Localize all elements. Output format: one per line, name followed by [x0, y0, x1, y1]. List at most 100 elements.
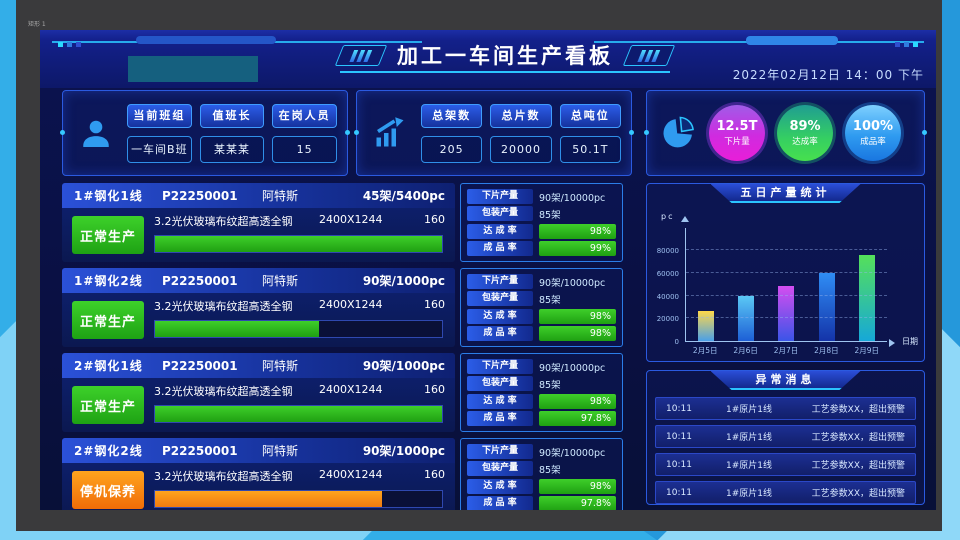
order-number: P22250001 [162, 443, 238, 458]
chart-y-axis-label: pc [661, 212, 675, 221]
page-title: 加工一车间生产看板 [397, 44, 613, 68]
order-number: P22250001 [162, 273, 238, 288]
product-size: 2400X1244 [319, 298, 383, 311]
totals-col-pieces: 总片数 20000 [490, 103, 552, 163]
stat-value: 85架 [539, 209, 561, 221]
progress-track [154, 490, 443, 508]
line-card-header: 2#钢化1线 P22250001 阿特斯 90架/1000pc [62, 353, 455, 378]
stat-value: 85架 [539, 294, 561, 306]
staff-header: 在岗人员 [272, 103, 338, 128]
stat-label: 达 成 率 [467, 308, 533, 324]
chart-ytick-label: 0 [674, 338, 679, 346]
alert-time: 10:11 [666, 431, 692, 442]
line-card-header: 1#钢化2线 P22250001 阿特斯 90架/1000pc [62, 268, 455, 293]
alert-time: 10:11 [666, 487, 692, 498]
team-value: 一车间B班 [127, 135, 192, 163]
pieces-value: 20000 [490, 135, 552, 163]
stat-label: 包装产量 [467, 376, 533, 392]
product-name: 3.2光伏玻璃布纹超高透全钢 [154, 300, 293, 313]
status-badge: 正常生产 [72, 301, 144, 339]
progress-track [154, 235, 443, 253]
order-number: P22250001 [162, 188, 238, 203]
alert-row: 10:11 1#原片1线 工艺参数XX，超出预警 [655, 425, 916, 448]
trend-up-icon [367, 115, 413, 151]
line-card-body: 停机保养 3.2光伏玻璃布纹超高透全钢 2400X1244 160 [62, 463, 455, 510]
chart-x-tick-label: 2月7日 [773, 346, 799, 355]
plan-quantity: 90架/1000pc [362, 274, 445, 288]
tonnage-value: 50.1T [559, 135, 621, 163]
line-card-header: 1#钢化1线 P22250001 阿特斯 45架/5400pc [62, 183, 455, 208]
slash-stripes-icon [334, 44, 388, 66]
line-card-3: 2#钢化1线 P22250001 阿特斯 90架/1000pc 正常生产 3.2… [62, 353, 455, 432]
chart-x-tick-label: 2月5日 [692, 346, 718, 355]
datetime-label: 2022年02月12日 14：00 下午 [732, 68, 924, 82]
alert-row: 10:11 1#原片1线 工艺参数XX，超出预警 [655, 481, 916, 504]
stat-bar: 99% [539, 240, 616, 256]
team-panel: 当前班组 一车间B班 值班长 某某某 在岗人员 15 [60, 90, 350, 176]
gauge-label: 下片量 [724, 137, 750, 147]
line-card-body: 正常生产 3.2光伏玻璃布纹超高透全钢 2400X1244 160 [62, 208, 455, 262]
chart-bar [698, 311, 715, 341]
alerts-list: 10:11 1#原片1线 工艺参数XX，超出预警 10:11 1#原片1线 工艺… [655, 397, 916, 509]
line-card-body: 正常生产 3.2光伏玻璃布纹超高透全钢 2400X1244 160 [62, 378, 455, 432]
alert-text: 工艺参数XX，超出预警 [811, 433, 905, 443]
product-thickness: 160 [424, 383, 445, 396]
pie-chart-icon [659, 114, 697, 152]
stat-label: 包装产量 [467, 291, 533, 307]
team-col-group: 当前班组 一车间B班 [127, 103, 192, 163]
gauge-label: 达成率 [792, 137, 818, 147]
gauge-value: 100% [852, 119, 894, 134]
stat-value: 90架/10000pc [539, 362, 606, 374]
product-name: 3.2光伏玻璃布纹超高透全钢 [154, 470, 293, 483]
stat-bar: 98% [539, 393, 616, 409]
chart-yticks: 0 20000 40000 60000 80000 [647, 228, 681, 346]
chart-plot [685, 228, 887, 342]
stat-value: 90架/10000pc [539, 277, 606, 289]
chart-bar [778, 286, 795, 341]
line-card-1: 1#钢化1线 P22250001 阿特斯 45架/5400pc 正常生产 3.2… [62, 183, 455, 262]
progress-fill [155, 236, 442, 252]
product-size: 2400X1244 [319, 383, 383, 396]
line-card-4: 2#钢化2线 P22250001 阿特斯 90架/1000pc 停机保养 3.2… [62, 438, 455, 510]
racks-header: 总架数 [421, 103, 483, 128]
chart-gridline [686, 249, 887, 250]
header-rectangle-shape [128, 56, 258, 82]
chart-ytick-label: 60000 [656, 269, 679, 278]
pieces-header: 总片数 [490, 103, 552, 128]
alert-line: 1#原片1线 [726, 489, 772, 499]
gauge-value: 12.5T [716, 119, 758, 134]
alert-line: 1#原片1线 [726, 405, 772, 415]
gauge-dachenglv: 89% 达成率 [777, 105, 833, 161]
line-name: 1#钢化2线 [74, 274, 143, 288]
alert-text: 工艺参数XX，超出预警 [811, 461, 905, 471]
product-row: 3.2光伏玻璃布纹超高透全钢 2400X1244 160 [154, 383, 445, 399]
stat-label: 下片产量 [467, 359, 533, 374]
chart-title: 五日产量统计 [710, 184, 861, 203]
line-card-header: 2#钢化2线 P22250001 阿特斯 90架/1000pc [62, 438, 455, 463]
alert-line: 1#原片1线 [726, 433, 772, 443]
alert-time: 10:11 [666, 403, 692, 414]
stat-label: 达 成 率 [467, 393, 533, 409]
progress-track [154, 405, 443, 423]
leader-value: 某某某 [199, 135, 265, 163]
alert-row: 10:11 1#原片1线 工艺参数XX，超出预警 [655, 453, 916, 476]
slash-stripes-icon [622, 44, 676, 66]
line-stats-1: 下片产量 90架/10000pc 包装产量 85架 达 成 率 98% 成 品 率 99… [460, 183, 623, 262]
line-card-2: 1#钢化2线 P22250001 阿特斯 90架/1000pc 正常生产 3.2… [62, 268, 455, 347]
staff-value: 15 [272, 135, 338, 163]
chart-x-axis-label: 日期 [902, 337, 918, 346]
progress-fill [155, 406, 442, 422]
plan-quantity: 90架/1000pc [362, 444, 445, 458]
x-axis-arrow [889, 339, 895, 347]
product-size: 2400X1244 [319, 213, 383, 226]
line-card-body: 正常生产 3.2光伏玻璃布纹超高透全钢 2400X1244 160 [62, 293, 455, 347]
alert-text: 工艺参数XX，超出预警 [811, 489, 905, 499]
totals-col-tonnage: 总吨位 50.1T [559, 103, 621, 163]
gauge-xiapianliang: 12.5T 下片量 [709, 105, 765, 161]
leader-header: 值班长 [199, 103, 265, 128]
team-col-staff: 在岗人员 15 [272, 103, 338, 163]
stat-value: 90架/10000pc [539, 447, 606, 459]
stat-label: 成 品 率 [467, 410, 533, 426]
product-row: 3.2光伏玻璃布纹超高透全钢 2400X1244 160 [154, 298, 445, 314]
gauge-value: 89% [789, 119, 821, 134]
